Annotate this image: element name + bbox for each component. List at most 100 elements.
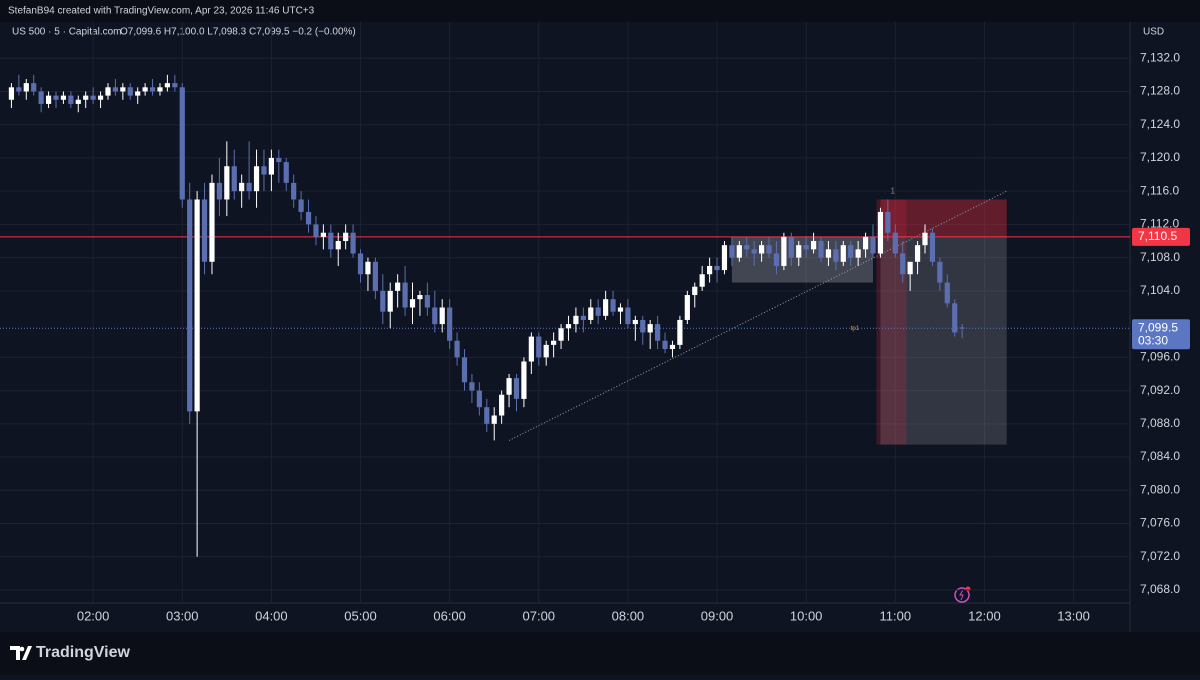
top-bar	[0, 0, 1200, 22]
x-tick-label: 12:00	[968, 608, 1001, 623]
candle-body	[655, 324, 661, 341]
price-marker	[1132, 227, 1190, 246]
candle-body	[907, 261, 913, 275]
candle-body	[640, 319, 646, 333]
candle-body	[959, 327, 965, 329]
candle-body	[632, 319, 638, 325]
candle-body	[313, 224, 319, 237]
candle-body	[23, 83, 29, 92]
candle-body	[796, 245, 802, 258]
candle-body	[261, 166, 267, 175]
candle-body	[187, 199, 193, 412]
candle-body	[707, 265, 713, 275]
candle-body	[291, 182, 297, 200]
candle-body	[833, 249, 839, 262]
candle-body	[16, 87, 22, 92]
y-tick-label: 7,084.0	[1140, 449, 1180, 463]
candle-body	[239, 182, 245, 192]
candle-body	[825, 249, 832, 258]
y-tick-label: 7,076.0	[1140, 516, 1180, 530]
candle-body	[365, 261, 371, 275]
candle-body	[298, 199, 304, 212]
candle-body	[736, 245, 742, 258]
brand: TradingView	[36, 644, 131, 661]
candle-body	[439, 307, 445, 325]
candle-body	[164, 83, 171, 88]
y-tick-label: 7,128.0	[1140, 84, 1180, 98]
y-tick-label: 7,072.0	[1140, 549, 1180, 563]
y-tick-label: 7,108.0	[1140, 250, 1180, 264]
currency: USD	[1143, 27, 1164, 38]
candle-body	[506, 378, 512, 395]
candle-body	[751, 249, 757, 254]
candle-body	[216, 182, 222, 200]
candle-body	[662, 340, 668, 350]
x-tick-label: 11:00	[880, 608, 912, 623]
candle-body	[83, 95, 89, 100]
candle-body	[677, 319, 683, 345]
candle-body	[729, 245, 735, 258]
candle-body	[580, 315, 586, 320]
stop-zone	[880, 199, 1007, 237]
candle-body	[588, 307, 594, 320]
candle-body	[551, 340, 557, 345]
attribution: StefanB94 created with TradingView.com, …	[8, 6, 315, 17]
candle-body	[528, 336, 534, 362]
candle-body	[922, 232, 928, 246]
candle-body	[684, 295, 690, 320]
x-tick-label: 05:00	[344, 608, 377, 623]
candle-body	[513, 378, 520, 399]
candle-body	[157, 87, 163, 92]
footer	[0, 632, 1200, 675]
y-tick-label: 7,096.0	[1140, 350, 1180, 364]
candle-body	[372, 261, 378, 291]
candle-body	[758, 245, 765, 254]
symbol: US 500 · 5 · Capital.com	[12, 27, 122, 38]
candle-body	[744, 245, 750, 250]
candle-body	[68, 95, 74, 104]
candle-body	[840, 245, 846, 262]
y-tick-label: 7,068.0	[1140, 582, 1180, 596]
candle-body	[862, 236, 869, 250]
candle-body	[521, 361, 527, 399]
candle-body	[543, 344, 549, 358]
countdown: 03:30	[1138, 333, 1168, 347]
candle-body	[149, 87, 156, 92]
candle-body	[135, 91, 141, 96]
candle-body	[944, 282, 950, 304]
candle-body	[647, 324, 653, 333]
candle-body	[714, 265, 720, 271]
candle-body	[350, 232, 356, 254]
candle-body	[268, 157, 274, 175]
candle-body	[424, 295, 430, 308]
candle-body	[60, 95, 67, 100]
ohlc: O7,099.6 H7,100.0 L7,098.3 C7,099.5 −0.2…	[120, 27, 356, 38]
candle-body	[617, 307, 624, 312]
x-tick-label: 08:00	[612, 608, 645, 623]
candle-body	[900, 253, 906, 275]
candle-body	[320, 232, 326, 237]
tp-label: tp1	[851, 326, 860, 332]
candle-body	[952, 303, 958, 333]
candle-body	[499, 394, 505, 416]
candle-body	[409, 299, 416, 308]
candle-body	[395, 282, 401, 291]
x-tick-label: 07:00	[523, 608, 556, 623]
candle-body	[75, 99, 81, 104]
y-tick-label: 7,124.0	[1140, 117, 1180, 131]
y-tick-label: 7,116.0	[1140, 183, 1179, 197]
candle-body	[818, 241, 824, 258]
candle-body	[417, 295, 423, 300]
candle-body	[937, 261, 943, 283]
candle-body	[201, 199, 208, 262]
candle-body	[461, 357, 468, 383]
candle-body	[476, 390, 482, 408]
candle-body	[892, 232, 898, 254]
candle-body	[209, 182, 215, 262]
candle-body	[877, 211, 884, 254]
candle-body	[97, 95, 104, 100]
candle-body	[253, 166, 260, 192]
x-tick-label: 04:00	[255, 608, 288, 623]
